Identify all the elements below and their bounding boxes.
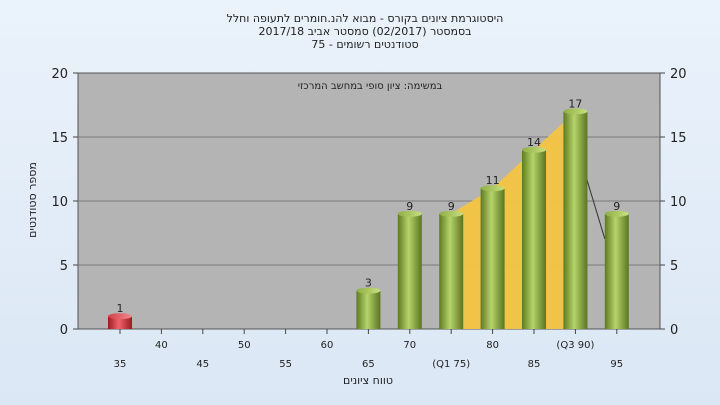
bar-top (480, 185, 505, 192)
bar-value-label: 9 (448, 200, 455, 213)
y-tick-label-right: 5 (670, 259, 678, 274)
bar (563, 111, 588, 330)
y-tick-label-right: 10 (670, 195, 687, 210)
x-tick-label: (Q1 75) (432, 359, 470, 370)
chart-title-line-2: בסמסטר (02/2017) סמסטר אביב 2017/18 (258, 25, 471, 38)
bar (108, 316, 132, 329)
x-tick-label: 45 (196, 359, 209, 370)
bar-top (604, 210, 629, 217)
x-axis-label: טווח ציונים (343, 374, 393, 387)
y-tick-label-left: 10 (51, 195, 68, 210)
bar (397, 213, 422, 329)
x-tick-label: 80 (486, 340, 499, 351)
x-tick-label: 85 (528, 359, 541, 370)
bar (604, 213, 629, 329)
y-tick-label-left: 0 (60, 323, 68, 338)
bar-value-label: 9 (613, 200, 620, 213)
x-tick-label: 60 (321, 340, 334, 351)
chart-title-line-3: סטודנטים רשומים - 75 (311, 38, 418, 51)
bar-value-label: 17 (568, 97, 582, 110)
bar-top (108, 313, 132, 320)
x-tick-label: 40 (155, 340, 168, 351)
bar-top (522, 146, 546, 153)
x-tick-label: 70 (403, 340, 416, 351)
y-tick-label-left: 20 (51, 67, 68, 82)
bar (480, 188, 505, 329)
y-tick-label-left: 5 (60, 259, 68, 274)
x-tick-label: 35 (114, 359, 127, 370)
x-tick-label: 95 (610, 359, 623, 370)
bar (439, 213, 464, 329)
bar-top (397, 210, 422, 217)
y-tick-label-right: 15 (670, 131, 687, 146)
bar-value-label: 9 (406, 200, 413, 213)
x-tick-label: 55 (279, 359, 292, 370)
bar-top (356, 287, 381, 294)
bar-value-label: 11 (486, 174, 500, 187)
x-tick-label: 50 (238, 340, 251, 351)
y-axis-label: מספר סטודנטים (26, 162, 39, 238)
inner-caption: במשימה: ציון סופי במחשב המרכזי (298, 81, 443, 92)
bar-top (563, 108, 588, 115)
x-tick-label: (Q3 90) (556, 340, 594, 351)
bar-value-label: 1 (117, 302, 124, 315)
bar (356, 290, 381, 329)
bar (522, 149, 546, 329)
bar-value-label: 14 (527, 136, 541, 149)
chart-title-line-1: היסטוגרמת ציונים בקורס - מבוא להנ.חומרים… (227, 12, 504, 25)
y-tick-label-right: 0 (670, 323, 678, 338)
y-tick-label-left: 15 (51, 131, 68, 146)
bars-layer: 1 3 9 9 11 14 17 9 (108, 97, 629, 330)
y-tick-label-right: 20 (670, 67, 687, 82)
bar-top (439, 210, 464, 217)
bar-value-label: 3 (365, 277, 372, 290)
x-tick-label: 65 (362, 359, 375, 370)
